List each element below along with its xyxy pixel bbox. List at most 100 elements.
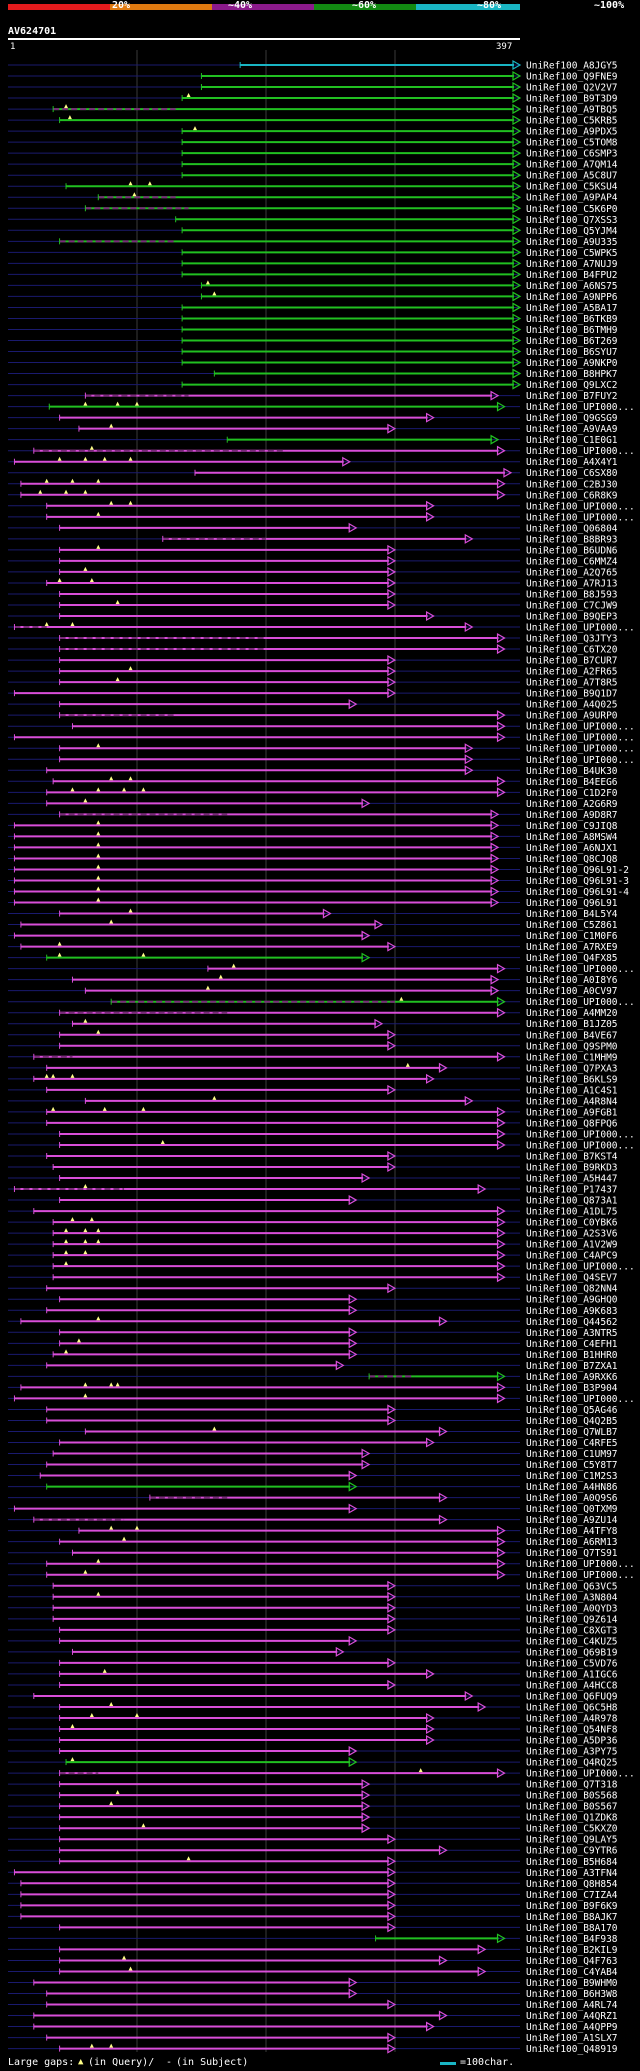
hit-label[interactable]: UniRef100_A9NKP0	[526, 358, 618, 369]
hit-label[interactable]: UniRef100_A3N804	[526, 1592, 618, 1603]
hit-label[interactable]: UniRef100_UPI000...	[526, 744, 635, 755]
hit-label[interactable]: UniRef100_Q8CJQ8	[526, 854, 618, 865]
hit-label[interactable]: UniRef100_P17437	[526, 1185, 618, 1196]
hit-label[interactable]: UniRef100_UPI000...	[526, 1140, 635, 1151]
hit-label[interactable]: UniRef100_UPI000...	[526, 1394, 635, 1405]
hit-label[interactable]: UniRef100_A5DP36	[526, 1736, 618, 1747]
hit-label[interactable]: UniRef100_Q54NF8	[526, 1725, 618, 1736]
hit-label[interactable]: UniRef100_Q4Q2B5	[526, 1416, 618, 1427]
hit-label[interactable]: UniRef100_A9TBQ5	[526, 105, 618, 116]
hit-label[interactable]: UniRef100_Q96L91-2	[526, 865, 629, 876]
hit-label[interactable]: UniRef100_C6SX80	[526, 468, 618, 479]
hit-label[interactable]: UniRef100_C5K6P0	[526, 204, 618, 215]
hit-label[interactable]: UniRef100_C5KSU4	[526, 182, 618, 193]
hit-label[interactable]: UniRef100_UPI000...	[526, 1570, 635, 1581]
hit-label[interactable]: UniRef100_Q8H854	[526, 1879, 618, 1890]
hit-label[interactable]: UniRef100_Q9LXC2	[526, 380, 618, 391]
hit-label[interactable]: UniRef100_A4R8N4	[526, 1096, 618, 1107]
hit-label[interactable]: UniRef100_A1SLX7	[526, 2033, 618, 2044]
hit-label[interactable]: UniRef100_Q7XSS3	[526, 215, 618, 226]
hit-label[interactable]: UniRef100_B7ZXA1	[526, 1361, 618, 1372]
hit-label[interactable]: UniRef100_A1DL75	[526, 1207, 618, 1218]
hit-label[interactable]: UniRef100_Q82NN4	[526, 1284, 618, 1295]
hit-label[interactable]: UniRef100_Q7T318	[526, 1780, 618, 1791]
hit-label[interactable]: UniRef100_C5WPK5	[526, 248, 618, 259]
hit-label[interactable]: UniRef100_Q9FNE9	[526, 72, 618, 83]
hit-label[interactable]: UniRef100_A9D8R7	[526, 810, 618, 821]
hit-label[interactable]: UniRef100_A0CV97	[526, 986, 618, 997]
hit-label[interactable]: UniRef100_UPI000...	[526, 501, 635, 512]
hit-label[interactable]: UniRef100_Q3JTY3	[526, 634, 618, 645]
hit-label[interactable]: UniRef100_B5H684	[526, 1857, 618, 1868]
hit-label[interactable]: UniRef100_C1M2S3	[526, 1471, 618, 1482]
hit-label[interactable]: UniRef100_B6TKB9	[526, 314, 618, 325]
hit-label[interactable]: UniRef100_Q4RQ25	[526, 1758, 618, 1769]
hit-label[interactable]: UniRef100_C6MMZ4	[526, 556, 618, 567]
hit-label[interactable]: UniRef100_A9ZU14	[526, 1515, 618, 1526]
hit-label[interactable]: UniRef100_B3P904	[526, 1383, 618, 1394]
hit-label[interactable]: UniRef100_B1HHR0	[526, 1350, 618, 1361]
hit-label[interactable]: UniRef100_B8HPK7	[526, 369, 618, 380]
hit-label[interactable]: UniRef100_A2FR65	[526, 667, 618, 678]
hit-label[interactable]: UniRef100_Q6FUQ9	[526, 1691, 618, 1702]
hit-label[interactable]: UniRef100_C7CJW9	[526, 600, 618, 611]
hit-label[interactable]: UniRef100_C4RFE5	[526, 1438, 618, 1449]
hit-label[interactable]: UniRef100_A5C8U7	[526, 171, 618, 182]
hit-label[interactable]: UniRef100_Q5AG46	[526, 1405, 618, 1416]
hit-label[interactable]: UniRef100_B9QEP3	[526, 612, 618, 623]
hit-label[interactable]: UniRef100_A9K683	[526, 1306, 618, 1317]
hit-label[interactable]: UniRef100_Q9Z614	[526, 1614, 618, 1625]
hit-label[interactable]: UniRef100_A7RJ13	[526, 578, 618, 589]
hit-label[interactable]: UniRef100_C1M0F6	[526, 931, 618, 942]
hit-label[interactable]: UniRef100_A6NS75	[526, 281, 618, 292]
hit-label[interactable]: UniRef100_UPI000...	[526, 1262, 635, 1273]
hit-label[interactable]: UniRef100_B6KLS9	[526, 1074, 618, 1085]
hit-label[interactable]: UniRef100_A9U335	[526, 237, 618, 248]
hit-label[interactable]: UniRef100_A9FGB1	[526, 1107, 618, 1118]
hit-label[interactable]: UniRef100_C5Y8T7	[526, 1460, 618, 1471]
hit-label[interactable]: UniRef100_B6T269	[526, 336, 618, 347]
hit-label[interactable]: UniRef100_A7T8R5	[526, 678, 618, 689]
hit-label[interactable]: UniRef100_C5KRB5	[526, 116, 618, 127]
hit-label[interactable]: UniRef100_B6SYU7	[526, 347, 618, 358]
hit-label[interactable]: UniRef100_A3TFN4	[526, 1868, 618, 1879]
hit-label[interactable]: UniRef100_UPI000...	[526, 512, 635, 523]
hit-label[interactable]: UniRef100_A1C4S1	[526, 1085, 618, 1096]
hit-label[interactable]: UniRef100_C6SMP3	[526, 149, 618, 160]
hit-label[interactable]: UniRef100_Q9GSG9	[526, 413, 618, 424]
hit-label[interactable]: UniRef100_B7CUR7	[526, 656, 618, 667]
hit-label[interactable]: UniRef100_A7RXE9	[526, 942, 618, 953]
hit-label[interactable]: UniRef100_A9RXK6	[526, 1372, 618, 1383]
hit-label[interactable]: UniRef100_A1IGC6	[526, 1669, 618, 1680]
hit-label[interactable]: UniRef100_A0QYD3	[526, 1603, 618, 1614]
hit-label[interactable]: UniRef100_UPI000...	[526, 964, 635, 975]
hit-label[interactable]: UniRef100_A7NUJ9	[526, 259, 618, 270]
hit-label[interactable]: UniRef100_UPI000...	[526, 1129, 635, 1140]
hit-label[interactable]: UniRef100_A4HCC8	[526, 1680, 618, 1691]
hit-label[interactable]: UniRef100_A1V2W9	[526, 1240, 618, 1251]
hit-label[interactable]: UniRef100_C1UM97	[526, 1449, 618, 1460]
hit-label[interactable]: UniRef100_A9VAA9	[526, 424, 618, 435]
hit-label[interactable]: UniRef100_B4F938	[526, 1934, 618, 1945]
hit-label[interactable]: UniRef100_C9JIQ8	[526, 821, 618, 832]
hit-label[interactable]: UniRef100_B2KIL9	[526, 1945, 618, 1956]
hit-label[interactable]: UniRef100_B6UDN6	[526, 545, 618, 556]
hit-label[interactable]: UniRef100_B4EEG6	[526, 777, 618, 788]
hit-label[interactable]: UniRef100_B0S567	[526, 1802, 618, 1813]
hit-label[interactable]: UniRef100_B6H3W8	[526, 1989, 618, 2000]
hit-label[interactable]: UniRef100_B1JZ05	[526, 1019, 618, 1030]
hit-label[interactable]: UniRef100_Q2V2V7	[526, 83, 618, 94]
hit-label[interactable]: UniRef100_B9F6K9	[526, 1901, 618, 1912]
hit-label[interactable]: UniRef100_B9RKD3	[526, 1163, 618, 1174]
hit-label[interactable]: UniRef100_B7KST4	[526, 1151, 618, 1162]
hit-label[interactable]: UniRef100_Q63VC5	[526, 1581, 618, 1592]
hit-label[interactable]: UniRef100_UPI000...	[526, 623, 635, 634]
hit-label[interactable]: UniRef100_A8MSW4	[526, 832, 618, 843]
hit-label[interactable]: UniRef100_Q48919	[526, 2044, 618, 2055]
hit-label[interactable]: UniRef100_B9T3D9	[526, 94, 618, 105]
hit-label[interactable]: UniRef100_UPI000...	[526, 722, 635, 733]
hit-label[interactable]: UniRef100_A4TFY8	[526, 1526, 618, 1537]
hit-label[interactable]: UniRef100_C5TOM8	[526, 138, 618, 149]
hit-label[interactable]: UniRef100_C6TX20	[526, 645, 618, 656]
hit-label[interactable]: UniRef100_A9PDX5	[526, 127, 618, 138]
